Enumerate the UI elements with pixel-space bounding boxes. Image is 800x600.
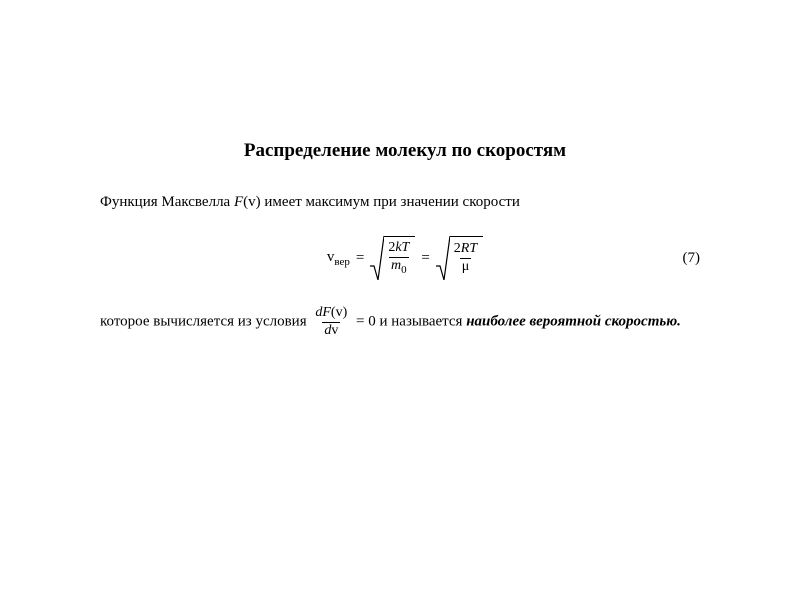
var-mu: μ (462, 259, 470, 274)
function-F: F (322, 305, 331, 320)
equation-7-body: vвер = 2kT m0 (327, 236, 483, 280)
numerator: dF(v) (313, 306, 349, 322)
paragraph-1: Функция Максвелла F(v) имеет максимум пр… (100, 190, 710, 214)
numerator: 2kT (386, 241, 411, 257)
document-page: Распределение молекул по скоростям Функц… (0, 0, 800, 600)
radical-icon (370, 236, 384, 280)
paragraph-2: которое вычисляется из условия dF(v) dv … (100, 306, 710, 338)
var-T: T (402, 240, 410, 255)
fraction-1: 2kT m0 (386, 241, 411, 276)
variable-v: v (248, 194, 256, 210)
eq-zero: = 0 (356, 314, 376, 330)
radicand-1: 2kT m0 (384, 236, 415, 280)
equals-sign: = (356, 250, 364, 267)
sqrt-2: 2RT μ (436, 236, 483, 280)
function-symbol: F (234, 194, 243, 210)
text: которое вычисляется из условия (100, 314, 310, 330)
coef: 2 (454, 241, 461, 256)
term-most-probable-speed: наиболее вероятной скоростью. (466, 314, 681, 330)
page-title: Распределение молекул по скоростям (100, 140, 710, 162)
denominator: dv (322, 322, 340, 339)
derivative-fraction: dF(v) dv (313, 306, 349, 338)
denominator: μ (460, 258, 472, 275)
denominator: m0 (389, 257, 409, 276)
text: имеет максимум при значении скорости (261, 194, 520, 210)
numerator: 2RT (452, 242, 479, 258)
var-v: v (331, 323, 338, 338)
radicand-2: 2RT μ (450, 236, 483, 280)
var-v: v (336, 305, 343, 320)
radical-icon (436, 236, 450, 280)
var-T: T (469, 241, 477, 256)
paren-close: ) (343, 305, 348, 320)
equation-number: (7) (683, 250, 701, 267)
equals-sign: = (421, 250, 429, 267)
subscript-ver: вер (334, 256, 350, 268)
fraction-2: 2RT μ (452, 242, 479, 274)
equation-7: vвер = 2kT m0 (100, 228, 710, 288)
var-m: m (391, 258, 401, 273)
text: и называется (379, 314, 466, 330)
lhs: vвер (327, 249, 350, 268)
text: Функция Максвелла (100, 194, 234, 210)
subscript-0: 0 (401, 263, 407, 275)
sqrt-1: 2kT m0 (370, 236, 415, 280)
